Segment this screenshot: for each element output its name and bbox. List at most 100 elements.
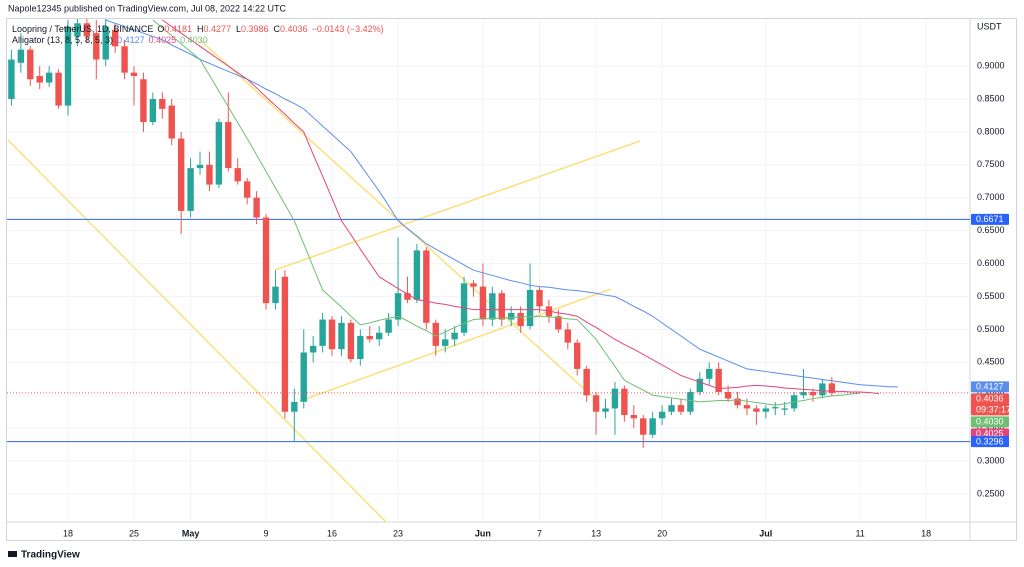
candle-body [800,391,807,396]
x-tick-label: 25 [129,528,139,538]
x-tick-label: May [182,528,200,538]
candle-body [206,164,213,185]
candle-body [111,29,119,47]
ohlc-value: 0.4036 [280,24,308,34]
symbol: Loopring / TetherUS, 1D, BINANCE [12,24,153,34]
indicator-line [152,19,861,406]
y-tick-label: 0.7000 [977,192,1005,202]
y-tick-label: 0.6500 [977,225,1005,235]
candle-body [470,283,477,287]
ohlc-value: 0.4181 [164,24,192,34]
drawings [7,39,641,522]
y-tick-label: 0.8000 [977,126,1005,136]
change: −0.0143 (−3.42%) [312,24,384,34]
x-tick-label: 7 [537,528,542,538]
candle-body [828,383,836,393]
price-label-box [971,416,1009,428]
candle-body [347,322,355,360]
candle-body [489,293,496,320]
candle-body [658,411,666,419]
candle-body [272,286,279,304]
candle-body [36,75,43,83]
candle-body [677,405,685,412]
logo: TradingView [8,550,80,561]
candle-body [196,164,204,169]
x-tick-label: Jun [475,528,491,538]
price-label-box [971,381,1009,393]
price-label: 0.4127 [976,382,1004,392]
candle-body [159,99,166,109]
ohlc-letter: H [197,24,204,34]
candle-body [253,197,260,218]
candle-body [300,352,307,402]
level-label: 0.3296 [976,436,1004,446]
candle-body [328,319,336,350]
candle-body [743,405,751,409]
candle-body [508,312,515,320]
candle-body [517,312,524,327]
candle-body [102,26,109,60]
candle-body [706,368,713,379]
candle-body [83,23,91,37]
candle-body [526,289,534,327]
x-tick-label: 18 [63,528,73,538]
candle-body [442,339,449,346]
axis: 0.25000.30000.35000.40000.45000.50000.55… [63,60,1011,538]
candle-body [451,332,458,340]
y-tick-label: 0.7500 [977,159,1005,169]
candle-body [338,322,345,350]
ohlc-letter: C [274,24,281,34]
candle-body [413,250,421,300]
x-tick-label: 9 [264,528,269,538]
price-label: 09:37:17 [976,405,1011,415]
candle-body [262,217,270,304]
indicator-label: Alligator (13, 8, 5, 8, 5, 3) [12,35,113,45]
candle-body [687,391,694,412]
trend-line [299,288,612,402]
indicator-line [162,19,880,395]
candle-body [404,293,411,300]
price-label: 0.4036 [976,394,1004,404]
indicator-value: 0.4030 [180,35,208,45]
trend-line [7,139,387,522]
candle-body [121,46,128,73]
x-tick-label: 16 [327,528,337,538]
candle-body [734,398,741,406]
x-tick-label: 23 [393,528,403,538]
candle-body [187,168,194,211]
y-tick-label: 0.9000 [977,60,1005,70]
candle-body [8,59,15,100]
candle-body [668,405,675,412]
candle-body [64,26,72,106]
candle-body [724,391,732,399]
candle-body [592,395,600,412]
candle-body [17,49,25,63]
candle-body [423,250,430,323]
candle-body [357,336,364,360]
candle-body [819,383,826,396]
x-tick-label: 18 [921,528,931,538]
level-label-box [971,213,1009,225]
plot [7,19,970,448]
candle-body [149,99,157,123]
candle-body [611,388,619,409]
frame [6,18,1017,541]
x-tick-label: 11 [855,528,864,538]
candle-body [225,122,232,169]
indicator-value: 0.4025 [149,35,177,45]
candle-body [640,418,647,435]
candle-body [781,408,788,410]
candle-body [564,329,571,343]
candle-body [602,408,609,412]
candle-body [281,276,289,412]
candle-body [93,33,100,60]
candle-body [177,138,185,211]
x-tick-label: Jul [759,528,772,538]
candle-body [630,415,637,419]
candle-body [45,72,53,83]
candle-body [715,368,722,392]
candle-body [649,418,656,435]
level-label: 0.6671 [976,214,1004,224]
